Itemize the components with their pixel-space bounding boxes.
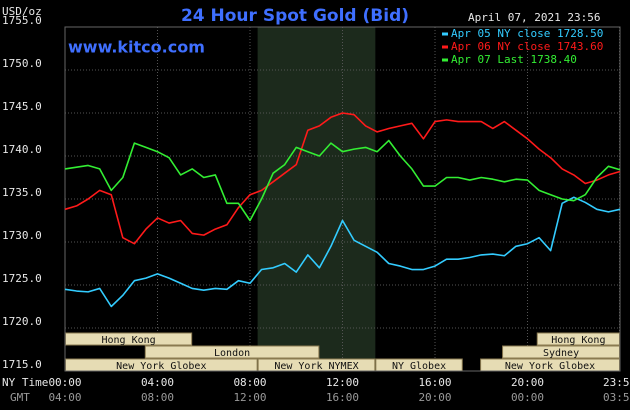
y-tick-label: 1730.0 bbox=[2, 229, 42, 242]
session-label: Hong Kong bbox=[102, 335, 156, 346]
session-label: Hong Kong bbox=[551, 335, 605, 346]
timestamp: April 07, 2021 23:56 bbox=[468, 11, 600, 24]
y-axis-label: USD/oz bbox=[2, 5, 42, 18]
y-tick-label: 1745.0 bbox=[2, 100, 42, 113]
y-tick-label: 1740.0 bbox=[2, 143, 42, 156]
y-tick-label: 1720.0 bbox=[2, 315, 42, 328]
price-line bbox=[64, 139, 621, 222]
session-label: Sydney bbox=[543, 348, 579, 359]
background-layer bbox=[64, 26, 621, 372]
session-band bbox=[144, 345, 320, 359]
x-tick-label: 08:00 bbox=[233, 376, 266, 389]
chart-title: 24 Hour Spot Gold (Bid) bbox=[181, 6, 409, 26]
y-tick-label: 1755.0 bbox=[2, 14, 42, 27]
x-axis-label: NY Time bbox=[2, 376, 48, 389]
x-tick-label: 00:00 bbox=[48, 376, 81, 389]
y-tick-label: 1735.0 bbox=[2, 186, 42, 199]
x2-tick-label: 16:00 bbox=[326, 391, 359, 404]
x-tick-label: 12:00 bbox=[326, 376, 359, 389]
x2-axis-label: GMT bbox=[10, 391, 30, 404]
legend-swatch bbox=[442, 45, 448, 49]
session-label: New York Globex bbox=[505, 361, 595, 372]
x-tick-label: 04:00 bbox=[141, 376, 174, 389]
plot-frame bbox=[64, 26, 621, 372]
x2-tick-label: 08:00 bbox=[141, 391, 174, 404]
x2-tick-label: 00:00 bbox=[511, 391, 544, 404]
legend-swatch bbox=[442, 32, 448, 36]
session-label: New York Globex bbox=[116, 361, 206, 372]
x2-tick-label: 12:00 bbox=[233, 391, 266, 404]
y-tick-label: 1725.0 bbox=[2, 272, 42, 285]
session-label: New York NYMEX bbox=[274, 361, 358, 372]
price-line bbox=[64, 196, 621, 308]
x2-tick-label: 04:00 bbox=[48, 391, 81, 404]
legend-label: Apr 06 NY close 1743.60 bbox=[451, 40, 603, 53]
x2-tick-label: 03:59 bbox=[603, 391, 630, 404]
y-tick-label: 1715.0 bbox=[2, 358, 42, 371]
legend-label: Apr 07 Last 1738.40 bbox=[451, 53, 577, 66]
legend-swatch bbox=[442, 58, 448, 62]
x-tick-label: 20:00 bbox=[511, 376, 544, 389]
session-highlight bbox=[257, 27, 376, 371]
site-label: www.kitco.com bbox=[68, 38, 205, 57]
legend-label: Apr 05 NY close 1728.50 bbox=[451, 27, 603, 40]
x2-tick-label: 20:00 bbox=[418, 391, 451, 404]
price-line bbox=[64, 112, 621, 245]
session-label: London bbox=[214, 348, 250, 359]
x-tick-label: 16:00 bbox=[418, 376, 451, 389]
y-tick-label: 1750.0 bbox=[2, 57, 42, 70]
x-tick-label: 23:59 bbox=[603, 376, 630, 389]
session-label: NY Globex bbox=[392, 361, 446, 372]
